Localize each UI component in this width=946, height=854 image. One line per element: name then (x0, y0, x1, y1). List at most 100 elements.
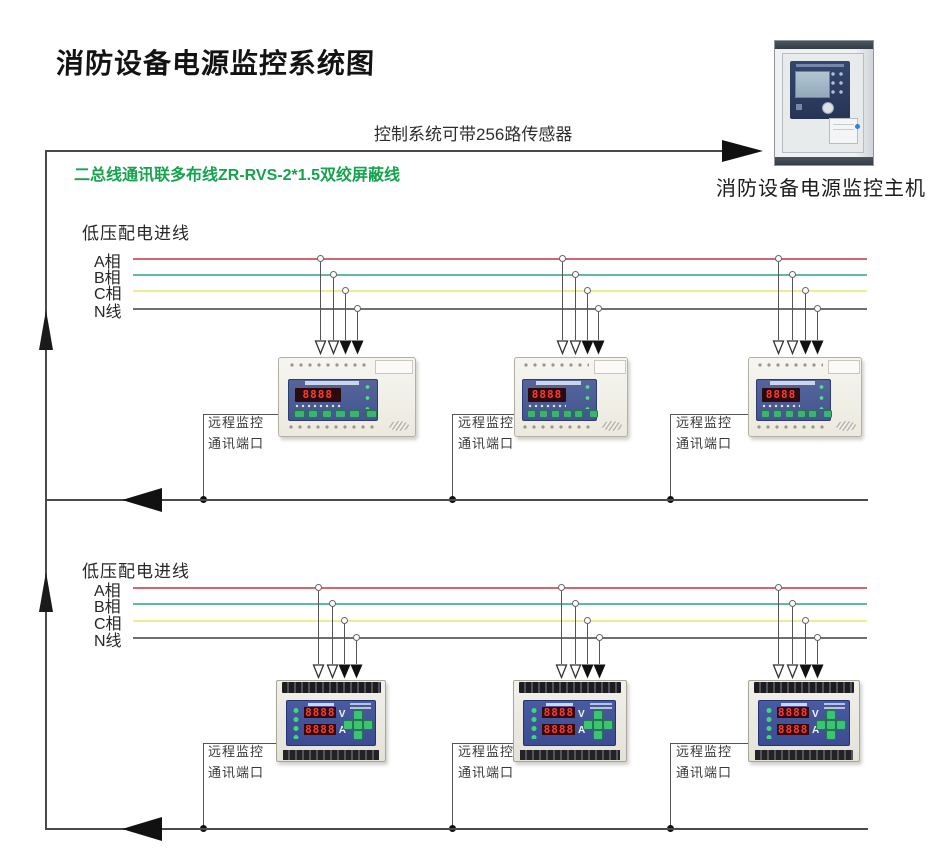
module-button-row (761, 410, 832, 418)
tap-stem (599, 640, 600, 664)
keypad-center-button (592, 720, 603, 731)
module-status-leds (364, 383, 370, 409)
tap-junction-circle (814, 634, 821, 641)
module-display-digits: 8888 (531, 388, 563, 402)
solid-down-arrow-icon (811, 340, 824, 360)
remote-port-label: 远程监控 通讯端口 (458, 412, 514, 454)
phase-line-B相 (133, 603, 867, 605)
module-label-row (762, 404, 800, 409)
comm-connector-vertical (452, 743, 453, 828)
module-button (761, 410, 771, 418)
keypad-up-button (352, 710, 363, 721)
phase-line-N线 (133, 637, 867, 639)
tap-junction-circle (342, 287, 349, 294)
tap-stem (792, 277, 793, 340)
host-panel-title-strip (796, 64, 844, 67)
remote-port-label-line1: 远程监控 (676, 415, 733, 430)
hollow-down-arrow-icon (786, 340, 799, 360)
sensor-front-panel: 8888 V 8888 A (523, 699, 617, 746)
phase-label: B相 (94, 599, 121, 616)
tap-junction-circle (802, 287, 809, 294)
sensor-bottom-terminal-strip (282, 750, 380, 760)
bus-type-label: 二总线通讯联多布线ZR-RVS-2*1.5双绞屏蔽线 (74, 167, 400, 184)
solid-down-arrow-icon (338, 664, 351, 684)
hollow-down-arrow-icon (569, 664, 582, 684)
module-button-row (293, 410, 377, 418)
sensor-panel-title-strip (780, 702, 808, 706)
sensor-top-terminal-strip (753, 682, 855, 693)
phase-label: C相 (94, 616, 122, 633)
solid-down-arrow-icon (811, 664, 824, 684)
keypad-down-button (592, 730, 603, 741)
tap-junction-circle (572, 271, 579, 278)
module-display-digits: 8888 (765, 388, 797, 402)
tap-stem (356, 640, 357, 664)
tap-stem (561, 590, 562, 664)
power-monitor-sensor: 8888 V 8888 A (276, 680, 386, 762)
remote-port-label: 远程监控 通讯端口 (676, 412, 732, 454)
module-button (574, 410, 584, 418)
hollow-down-arrow-icon (772, 340, 785, 360)
tap-junction-circle (572, 600, 579, 607)
sensor-bottom-terminal-strip (519, 750, 621, 760)
current-unit-label: A (811, 725, 820, 737)
module-button (321, 410, 333, 418)
power-monitor-module: 8888 (278, 357, 416, 437)
tap-stem (817, 640, 818, 664)
tap-stem (598, 311, 599, 340)
sensor-voltage-digits: 8888 (305, 706, 336, 720)
keypad-right-button (602, 720, 613, 731)
tap-stem (587, 293, 588, 340)
sensor-top-terminal-strip (518, 682, 622, 693)
comm-connector-vertical (203, 414, 204, 499)
feed-label: 低压配电进线 (82, 562, 190, 581)
sensor-current-digits: 8888 (305, 722, 336, 736)
voltage-unit-label: V (338, 708, 346, 720)
module-display: 8888 (528, 387, 566, 402)
sensor-voltage-digits: 8888 (777, 706, 809, 720)
remote-port-label-line1: 远程监控 (676, 744, 733, 759)
comm-connector-vertical (670, 743, 671, 828)
tap-junction-circle (584, 617, 591, 624)
sensor-voltage-display: 8888 (542, 706, 576, 719)
arrow-left-on-bus-icon (122, 488, 162, 512)
comm-connector-horizontal (670, 414, 748, 415)
host-top-strip (775, 41, 873, 49)
phase-line-B相 (133, 274, 867, 276)
tap-stem (792, 606, 793, 664)
tap-junction-circle (814, 305, 821, 312)
arrow-right-to-host-icon (722, 140, 763, 162)
sensor-keypad (342, 710, 373, 741)
tap-stem (817, 311, 818, 340)
tap-stem (344, 623, 345, 664)
solid-down-arrow-icon (799, 340, 812, 360)
host-door (782, 53, 864, 153)
tap-stem (345, 293, 346, 340)
sensor-voltage-display: 8888 (304, 706, 337, 720)
sensor-current-display: 8888 (542, 723, 576, 736)
current-unit-label: A (338, 725, 347, 737)
tap-stem (318, 590, 319, 664)
module-top-terminals (289, 362, 370, 368)
module-status-leds (585, 383, 591, 409)
module-button (808, 410, 818, 418)
arrow-up-section1-icon (39, 310, 53, 350)
hollow-down-arrow-icon (327, 340, 340, 360)
left-trunk-wire (45, 150, 47, 829)
phase-line-A相 (133, 258, 867, 260)
module-button (307, 410, 319, 418)
module-bottom-terminals (755, 424, 829, 430)
tap-junction-circle (584, 287, 591, 294)
hollow-down-arrow-icon (556, 340, 569, 360)
solid-down-arrow-icon (799, 664, 812, 684)
tap-stem (320, 261, 321, 340)
module-display: 8888 (294, 387, 341, 402)
tap-junction-circle (558, 584, 565, 591)
tap-junction-circle (317, 255, 324, 262)
tap-junction-circle (775, 255, 782, 262)
sensor-keypad (582, 710, 613, 741)
tap-junction-circle (596, 634, 603, 641)
keypad-up-button (592, 710, 603, 721)
keypad-right-button (362, 720, 373, 731)
